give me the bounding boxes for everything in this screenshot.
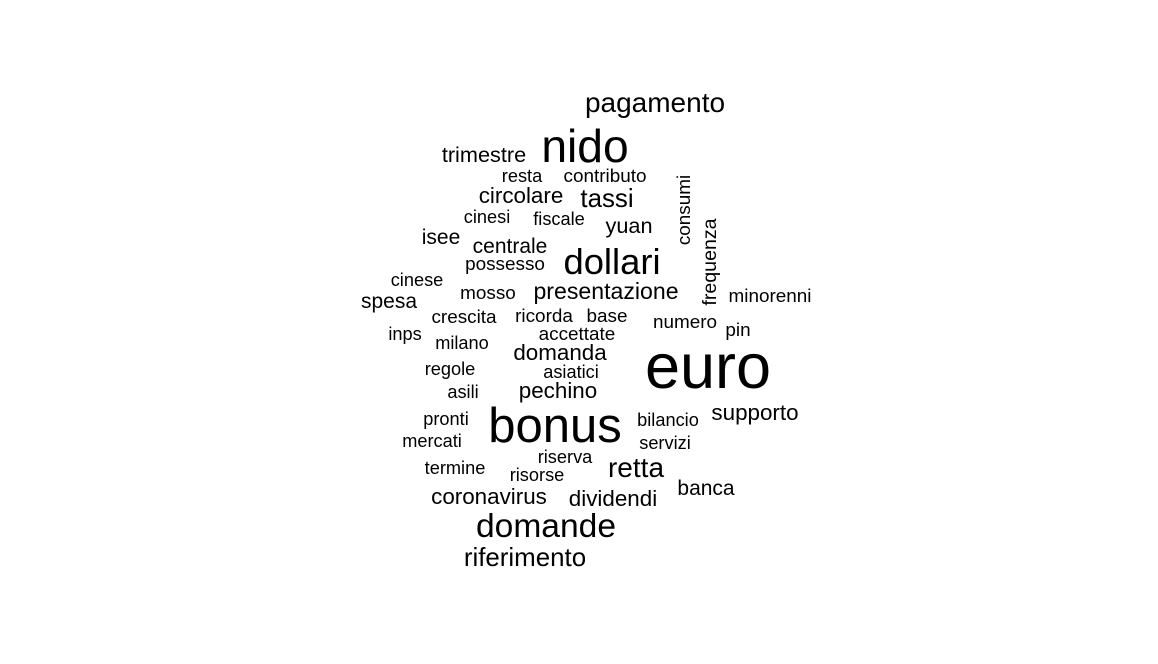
word-cinese: cinese — [391, 270, 444, 290]
word-frequenza: frequenza — [699, 218, 721, 305]
word-pronti: pronti — [423, 409, 469, 429]
word-nido: nido — [541, 120, 628, 172]
word-base: base — [587, 306, 628, 327]
word-asili: asili — [447, 382, 478, 402]
word-possesso: possesso — [465, 254, 545, 275]
word-dividendi: dividendi — [569, 486, 657, 511]
word-ricorda: ricorda — [515, 306, 573, 327]
word-dollari: dollari — [563, 241, 660, 282]
word-consumi: consumi — [674, 175, 695, 245]
word-bonus: bonus — [488, 399, 622, 453]
word-servizi: servizi — [639, 433, 691, 453]
word-tassi: tassi — [580, 185, 633, 213]
word-inps: inps — [388, 324, 421, 344]
word-minorenni: minorenni — [729, 286, 812, 307]
word-cinesi: cinesi — [464, 207, 511, 227]
word-contributo: contributo — [564, 166, 647, 187]
word-milano: milano — [435, 333, 489, 353]
word-euro: euro — [645, 332, 771, 402]
word-pagamento: pagamento — [585, 87, 725, 118]
word-retta: retta — [608, 452, 664, 483]
word-spesa: spesa — [361, 290, 417, 313]
word-riserva: riserva — [538, 447, 593, 467]
word-resta: resta — [502, 166, 543, 186]
word-accettate: accettate — [539, 324, 616, 345]
word-banca: banca — [677, 477, 735, 500]
word-presentazione: presentazione — [533, 278, 678, 304]
word-centrale: centrale — [473, 235, 548, 258]
word-mercati: mercati — [402, 431, 462, 451]
word-domanda: domanda — [513, 340, 607, 365]
word-supporto: supporto — [711, 400, 798, 425]
word-termine: termine — [425, 458, 486, 478]
word-asiatici: asiatici — [543, 362, 599, 382]
word-isee: isee — [422, 226, 461, 249]
word-mosso: mosso — [460, 283, 516, 304]
word-fiscale: fiscale — [533, 209, 585, 229]
word-yuan: yuan — [605, 213, 652, 238]
word-riferimento: riferimento — [464, 544, 586, 572]
word-domande: domande — [476, 508, 616, 545]
word-bilancio: bilancio — [637, 410, 699, 430]
word-circolare: circolare — [479, 183, 564, 208]
word-risorse: risorse — [510, 465, 565, 485]
word-pechino: pechino — [519, 378, 597, 403]
word-trimestre: trimestre — [442, 142, 526, 167]
word-coronavirus: coronavirus — [431, 484, 547, 509]
word-numero: numero — [653, 312, 717, 333]
word-regole: regole — [425, 359, 476, 379]
word-pin: pin — [725, 320, 750, 341]
word-crescita: crescita — [431, 307, 497, 328]
